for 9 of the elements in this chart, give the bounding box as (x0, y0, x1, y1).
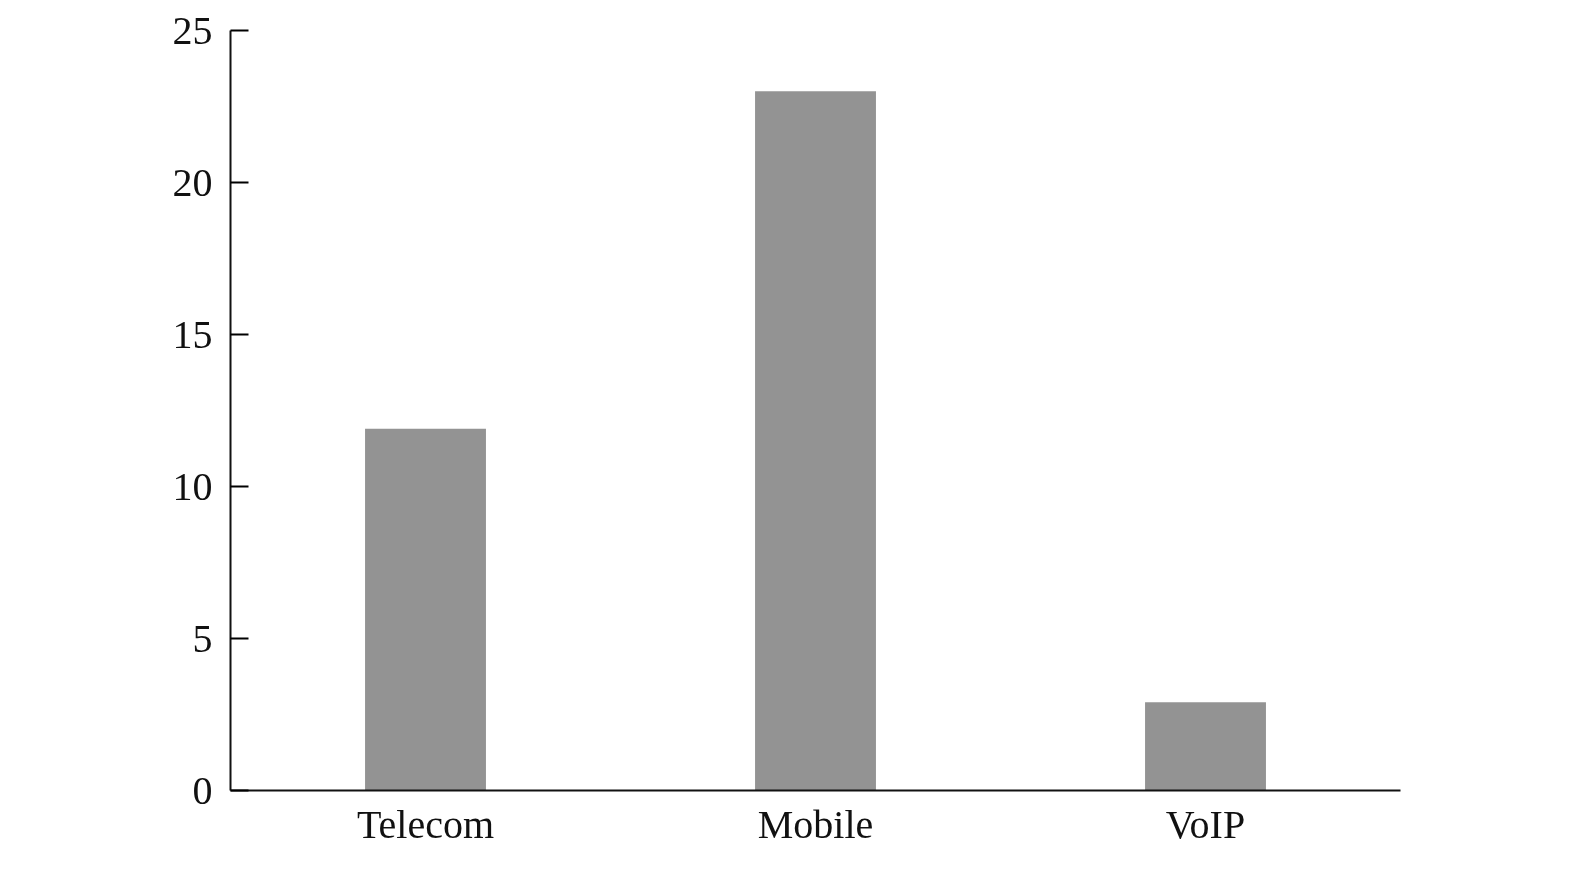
x-tick-label: Mobile (757, 801, 874, 847)
x-tick-label: VoIP (1165, 801, 1246, 847)
y-tick-label: 25 (172, 7, 213, 53)
x-tick-label: Telecom (356, 801, 495, 847)
y-tick-label: 20 (172, 159, 213, 205)
y-tick-label: 15 (172, 311, 213, 357)
y-tick-label: 5 (192, 615, 213, 661)
y-tick-label: 10 (172, 463, 213, 509)
y-tick-label: 0 (192, 767, 213, 813)
